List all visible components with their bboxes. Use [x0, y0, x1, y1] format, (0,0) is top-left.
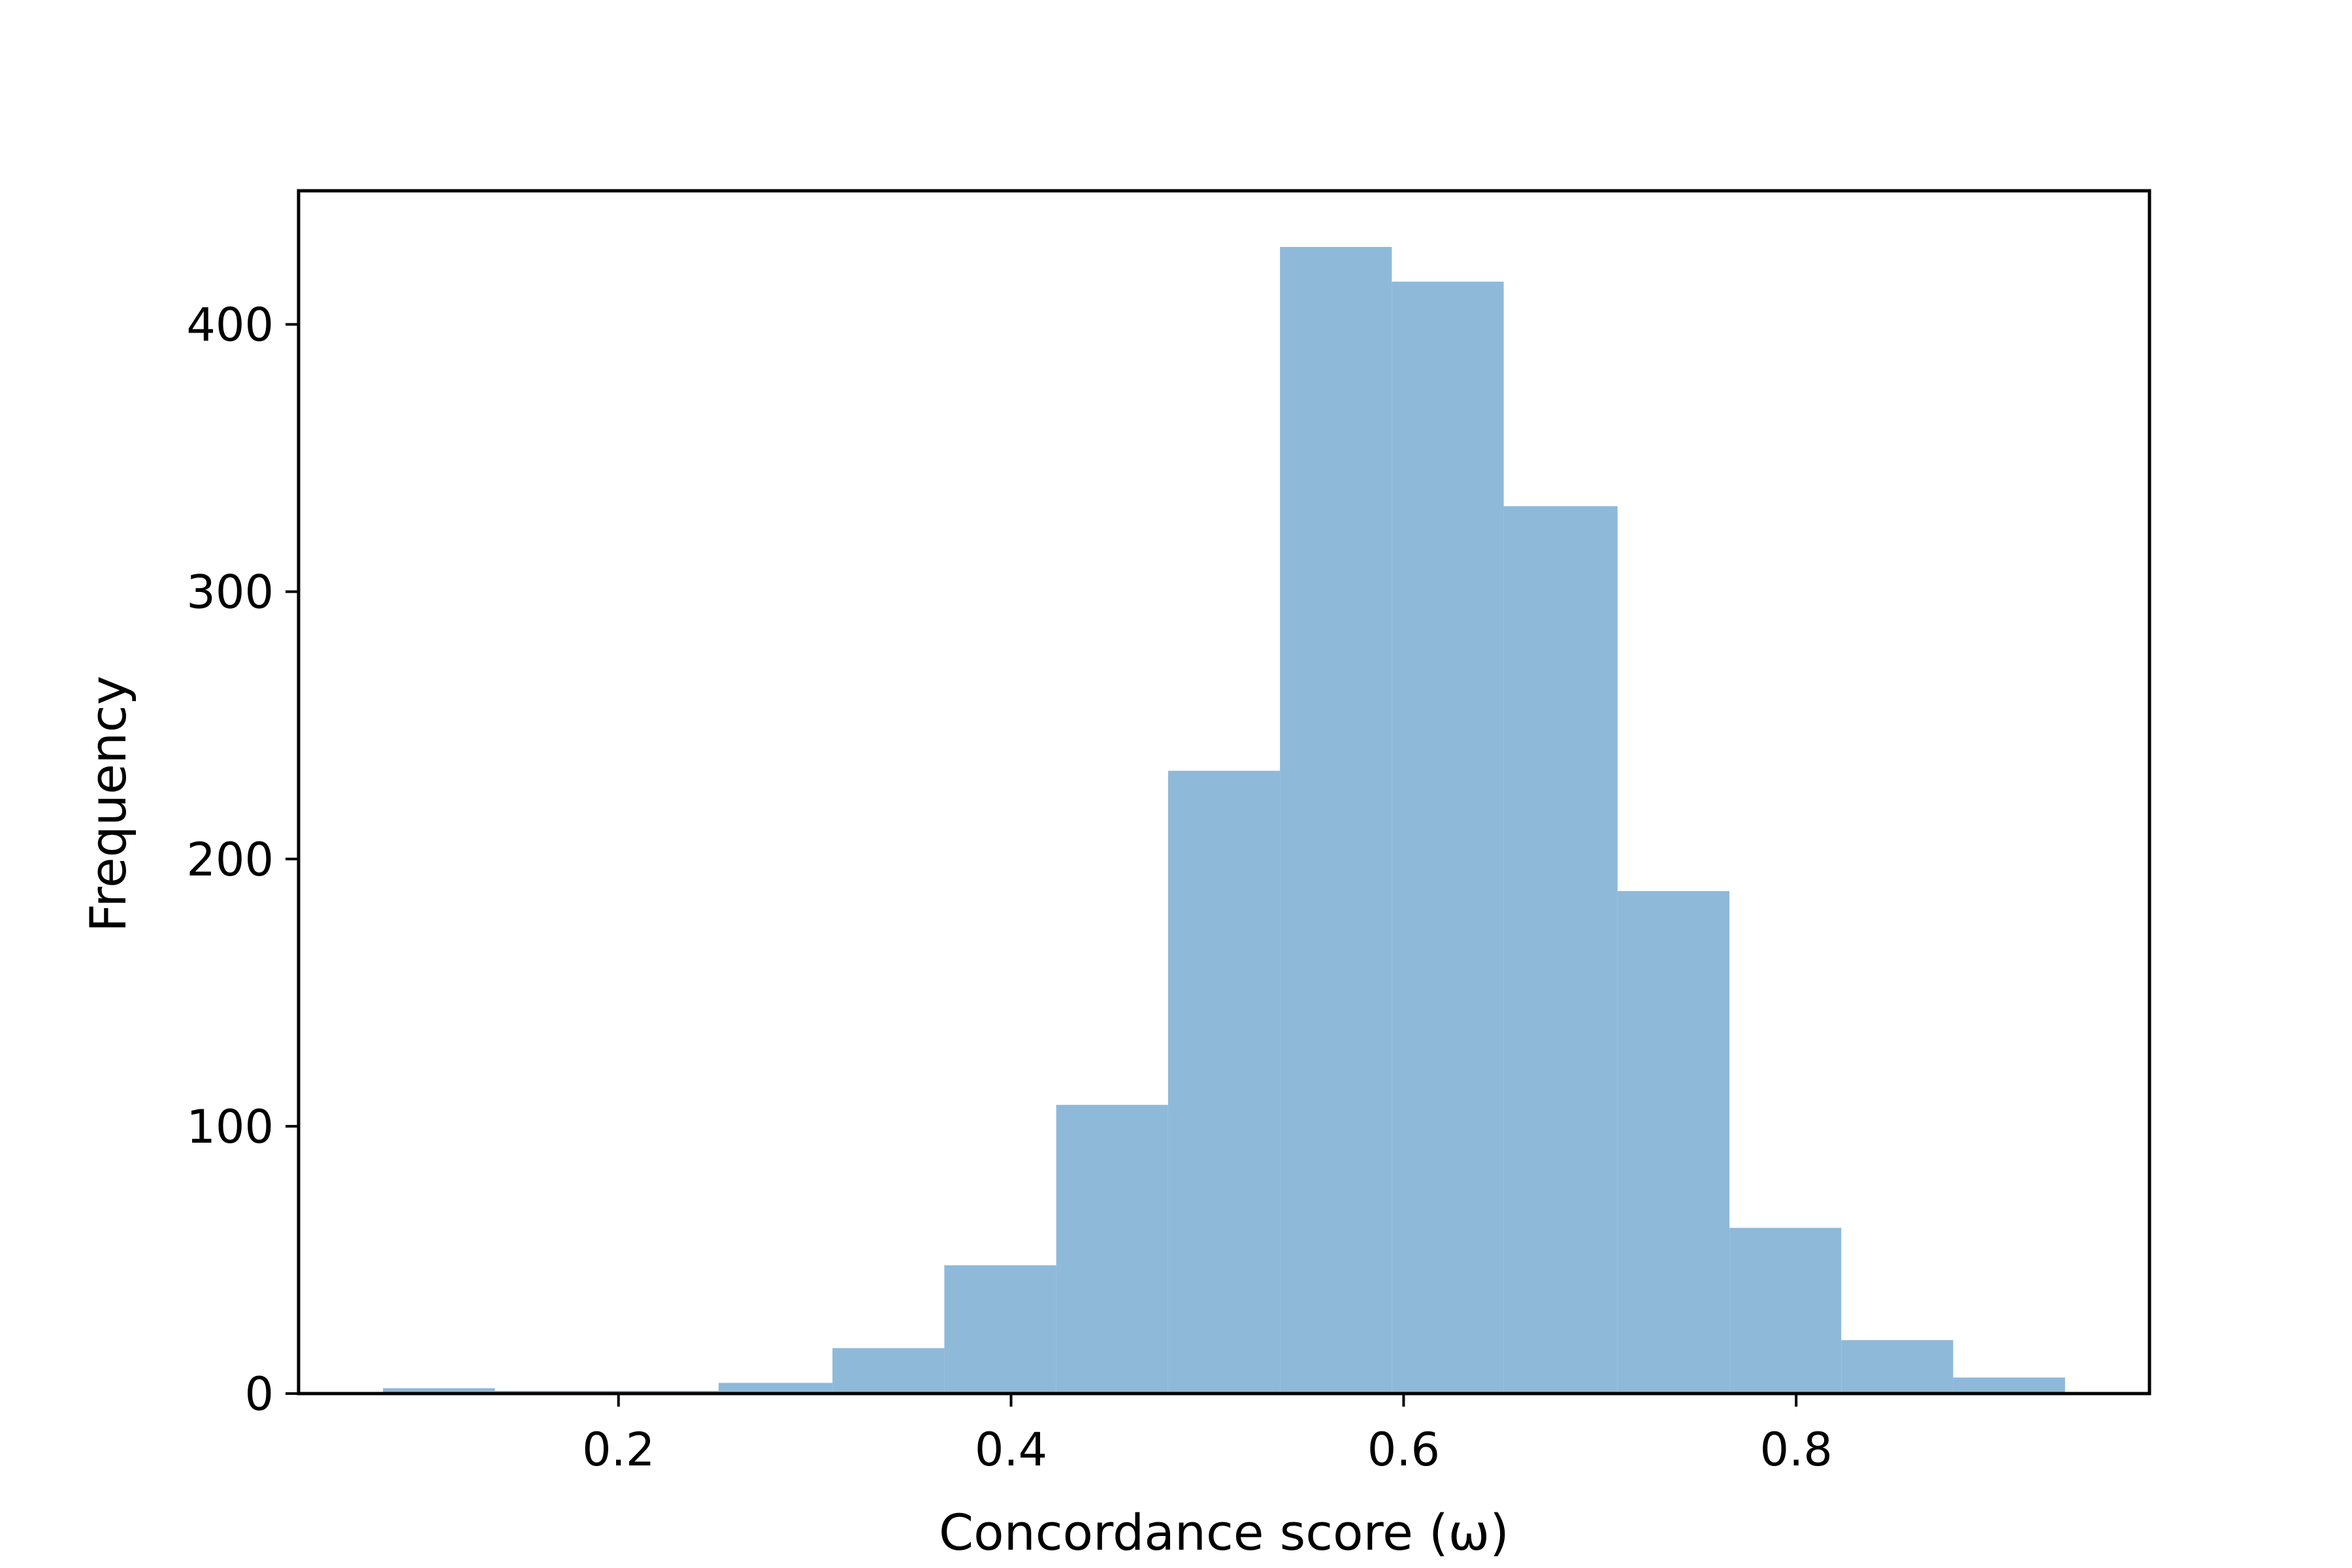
- y-tick-label-0: 0: [244, 1367, 274, 1421]
- histogram-bar-4: [832, 1348, 945, 1394]
- x-tick-label-1: 0.4: [975, 1423, 1047, 1477]
- histogram-bar-10: [1503, 506, 1618, 1394]
- histogram-bar-12: [1729, 1228, 1842, 1394]
- plot-frame: [297, 189, 2151, 1396]
- x-tick-label-0: 0.2: [582, 1423, 655, 1477]
- y-axis-ticks: 0 100 200 300 400: [186, 299, 299, 1421]
- x-axis-label: Concordance score (ω): [939, 1503, 1509, 1561]
- x-axis-ticks: 0.2 0.4 0.6 0.8: [582, 1394, 1833, 1477]
- histogram-bar-7: [1168, 770, 1281, 1394]
- y-tick-label-2: 200: [186, 833, 274, 887]
- histogram-bar-13: [1841, 1340, 1953, 1394]
- histogram-bar-0: [383, 1388, 495, 1394]
- y-axis-label: Frequency: [79, 676, 137, 932]
- histogram-bar-6: [1056, 1105, 1168, 1394]
- histogram-bar-3: [718, 1382, 833, 1394]
- histogram-bar-14: [1953, 1377, 2065, 1394]
- y-tick-label-3: 300: [186, 566, 274, 619]
- histogram-bar-8: [1280, 246, 1392, 1394]
- histogram-bars: [383, 246, 2065, 1394]
- x-tick-label-2: 0.6: [1367, 1423, 1440, 1477]
- histogram-bar-11: [1617, 890, 1730, 1394]
- y-tick-label-1: 100: [186, 1100, 274, 1154]
- y-tick-label-4: 400: [186, 299, 274, 352]
- histogram-bar-5: [944, 1265, 1056, 1394]
- histogram-bar-9: [1392, 282, 1504, 1394]
- x-tick-label-3: 0.8: [1760, 1423, 1833, 1477]
